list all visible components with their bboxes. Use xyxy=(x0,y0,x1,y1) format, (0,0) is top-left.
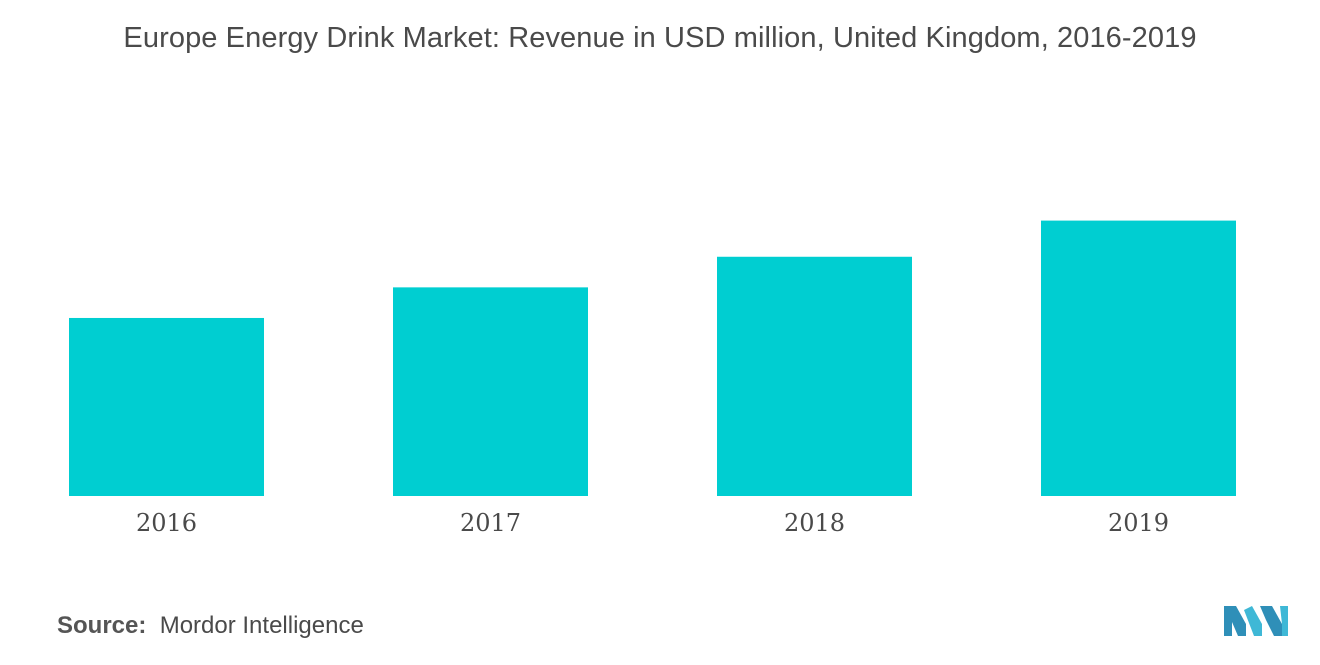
source-value: Mordor Intelligence xyxy=(159,612,364,639)
bar-2016 xyxy=(69,317,264,496)
x-tick-label: 2018 xyxy=(784,509,845,537)
source-note: Source: Mordor Intelligence xyxy=(57,612,364,640)
bar-chart: 2016 2017 2018 2019 xyxy=(69,220,1236,537)
x-tick-label: 2016 xyxy=(136,509,197,537)
chart-title: Europe Energy Drink Market: Revenue in U… xyxy=(123,22,1197,54)
bar-2018 xyxy=(717,256,912,496)
x-tick-label: 2017 xyxy=(460,509,521,537)
source-label: Source: xyxy=(57,612,147,639)
bar-2019 xyxy=(1041,220,1236,496)
mordor-intelligence-logo-icon xyxy=(1224,606,1288,636)
bar-2017 xyxy=(393,287,588,496)
x-tick-label: 2019 xyxy=(1108,509,1169,537)
